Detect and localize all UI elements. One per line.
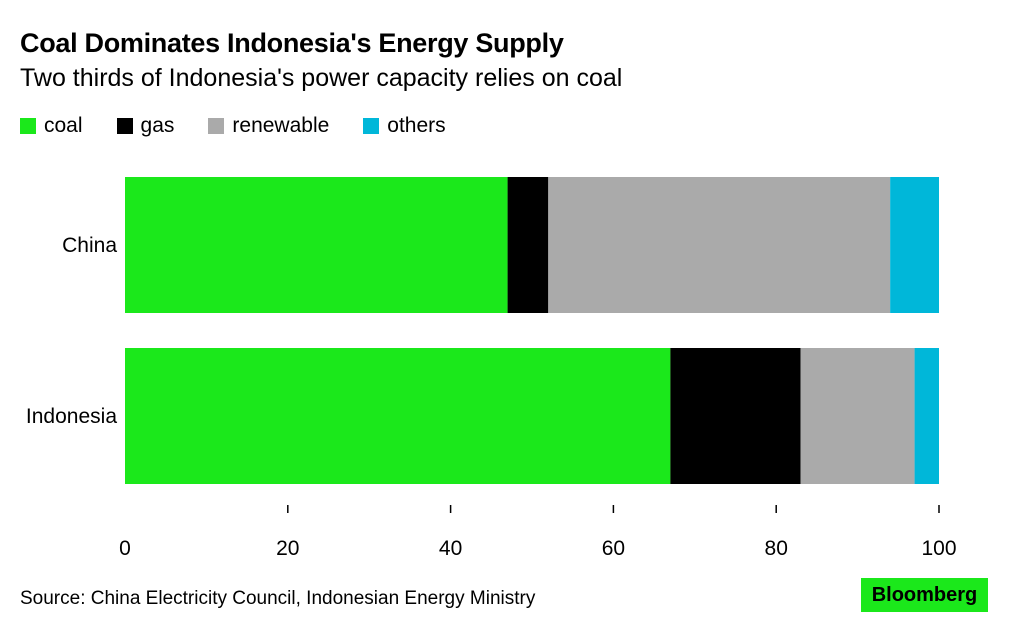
legend-label-others: others (387, 114, 446, 137)
bar-indonesia-others (914, 348, 939, 484)
legend-swatch-gas (116, 118, 133, 134)
legend-item-coal: coal (20, 114, 83, 138)
bar-china-others (890, 177, 939, 313)
x-tick-label-20: 20 (276, 537, 299, 560)
bar-china-gas (507, 177, 549, 313)
x-tick-label-100: 100 (921, 537, 956, 560)
bar-china-renewable (548, 177, 891, 313)
chart-title: Coal Dominates Indonesia's Energy Supply (20, 28, 564, 58)
legend-item-gas: gas (116, 114, 175, 138)
legend-swatch-coal (20, 118, 36, 134)
bar-indonesia-renewable (800, 348, 915, 484)
bar-indonesia-gas (670, 348, 801, 484)
legend-swatch-renewable (208, 118, 225, 134)
legend-label-gas: gas (140, 114, 175, 137)
legend-label-renewable: renewable (232, 114, 330, 137)
legend-item-others: others (363, 114, 446, 138)
x-tick-label-40: 40 (439, 537, 462, 560)
bloomberg-logo: Bloomberg (861, 578, 988, 612)
legend-swatch-others (363, 118, 380, 134)
legend-item-renewable: renewable (208, 114, 329, 138)
bar-indonesia-coal (125, 348, 671, 484)
source-note: Source: China Electricity Council, Indon… (20, 588, 536, 609)
x-tick-label-80: 80 (765, 537, 788, 560)
category-label-indonesia: Indonesia (26, 405, 117, 428)
bar-china-coal (125, 177, 508, 313)
x-tick-label-60: 60 (602, 537, 625, 560)
x-tick-label-0: 0 (119, 537, 131, 560)
legend-label-coal: coal (44, 114, 83, 137)
category-label-china: China (62, 234, 117, 257)
legend: coal gas renewable others (20, 114, 480, 138)
chart-subtitle: Two thirds of Indonesia's power capacity… (20, 64, 623, 92)
